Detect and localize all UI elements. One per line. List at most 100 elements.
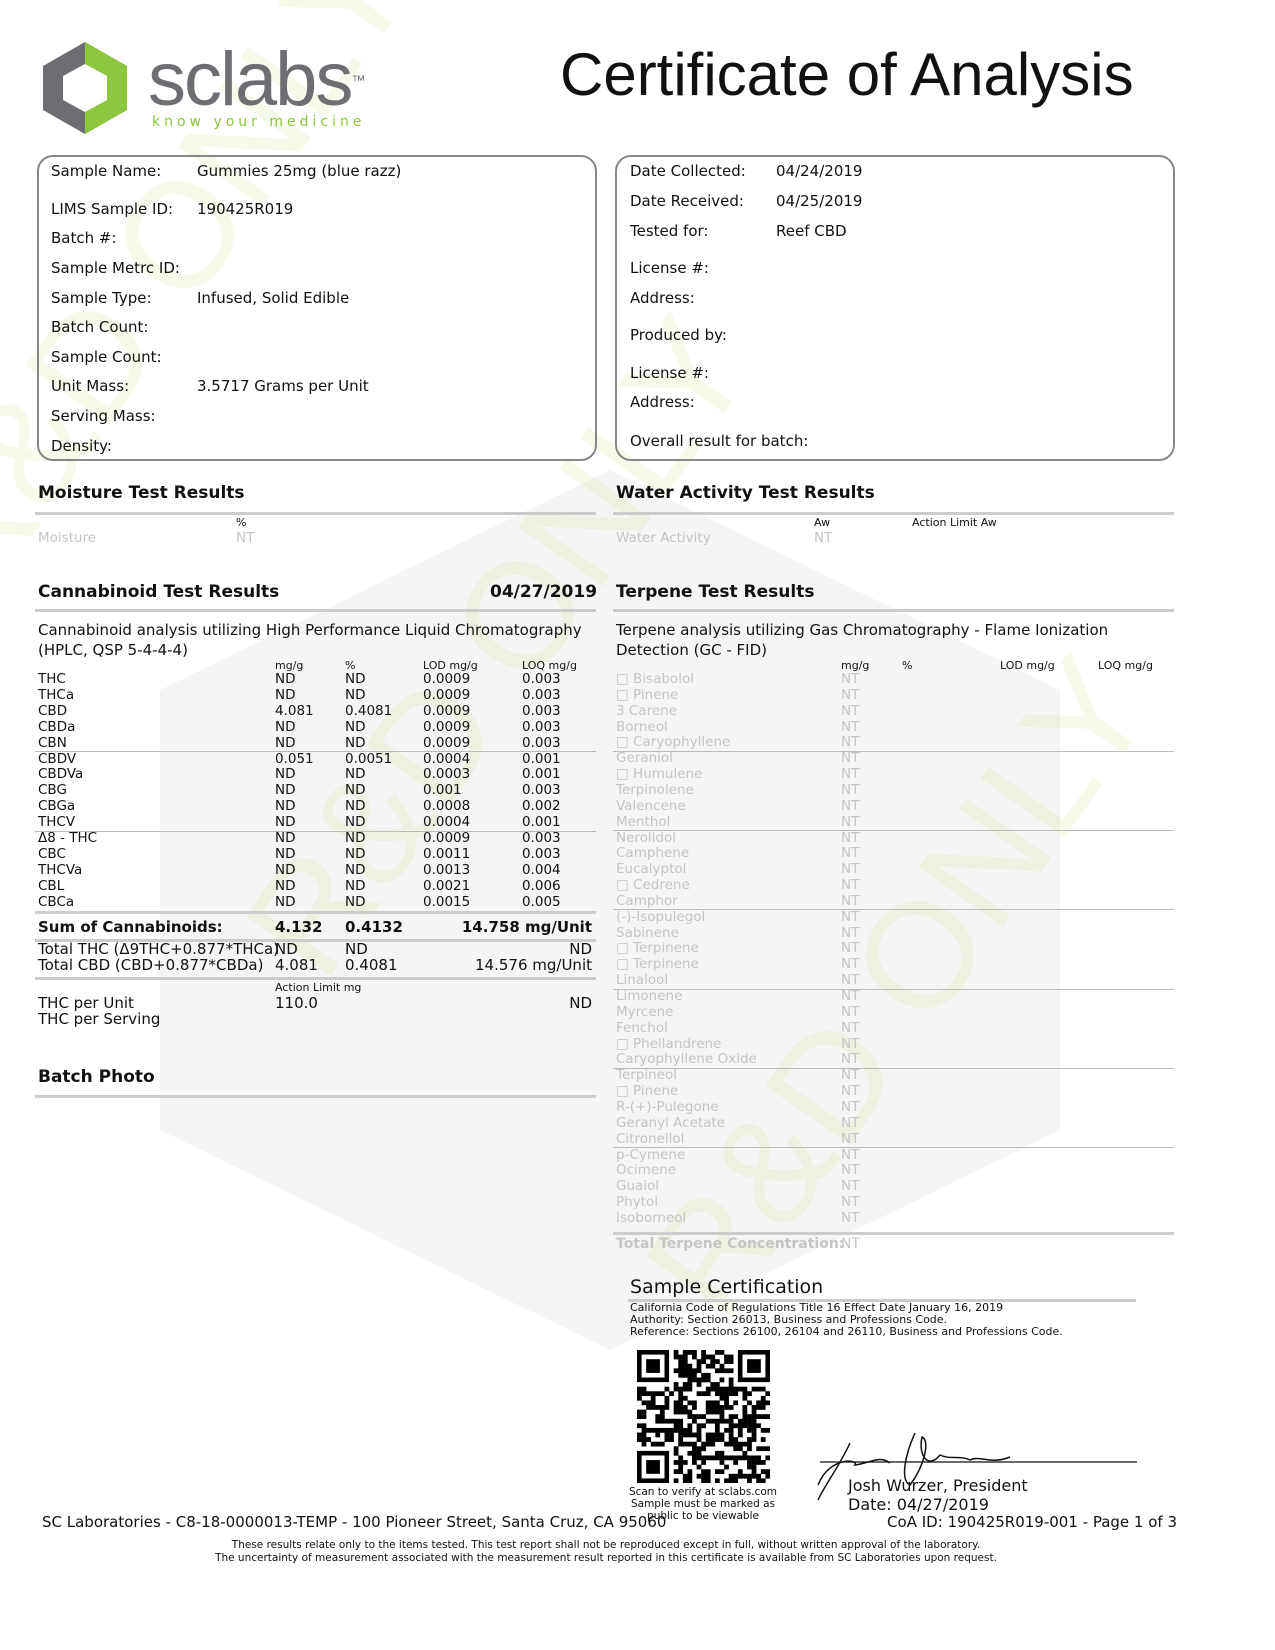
qr-module bbox=[714, 1418, 720, 1424]
qr-module bbox=[719, 1363, 725, 1369]
total-thc-pct: ND bbox=[345, 940, 368, 958]
qr-module bbox=[751, 1455, 757, 1461]
qr-module bbox=[696, 1423, 702, 1429]
qr-module bbox=[737, 1469, 743, 1475]
qr-module bbox=[659, 1391, 665, 1397]
qr-module bbox=[751, 1409, 757, 1415]
cannabinoid-name: THCa bbox=[38, 686, 75, 703]
qr-module bbox=[733, 1460, 739, 1465]
cannabinoid-name: THC bbox=[38, 671, 66, 687]
qr-module bbox=[696, 1427, 702, 1433]
qr-module bbox=[728, 1368, 734, 1374]
qr-caption: Scan to verify at sclabs.com Sample must… bbox=[620, 1486, 786, 1522]
qr-module bbox=[710, 1382, 716, 1387]
qr-module bbox=[760, 1405, 766, 1410]
cannabinoid-value: 0.003 bbox=[522, 734, 561, 751]
qr-module bbox=[714, 1432, 720, 1438]
terpene-name: □ Humulene bbox=[616, 766, 703, 783]
cannabinoid-name: CBDV bbox=[38, 750, 77, 767]
qr-module bbox=[650, 1427, 656, 1433]
total-cbd-pct: 0.4081 bbox=[345, 956, 398, 974]
qr-module bbox=[742, 1414, 748, 1419]
qr-module bbox=[710, 1455, 716, 1461]
terpene-name: Fenchol bbox=[616, 1019, 668, 1036]
terpene-value: NT bbox=[841, 1019, 860, 1036]
qr-module bbox=[728, 1441, 734, 1447]
thc-per-unit-label: THC per Unit bbox=[38, 994, 134, 1012]
cannabinoid-value: ND bbox=[275, 845, 296, 862]
qr-finder bbox=[646, 1460, 660, 1474]
qr-module bbox=[728, 1427, 734, 1433]
qr-module bbox=[701, 1372, 706, 1378]
col-mg-g: mg/g bbox=[841, 659, 870, 672]
cannabinoid-value: ND bbox=[345, 861, 366, 878]
qr-module bbox=[747, 1446, 752, 1452]
qr-module bbox=[714, 1350, 720, 1355]
qr-finder bbox=[747, 1359, 761, 1373]
disclaimer-line: The uncertainty of measurement associate… bbox=[215, 1551, 997, 1564]
qr-module bbox=[728, 1405, 734, 1410]
terpene-name: Valencene bbox=[616, 797, 686, 814]
qr-module bbox=[742, 1405, 748, 1410]
qr-module bbox=[756, 1460, 762, 1465]
cannabinoid-value: ND bbox=[275, 814, 296, 831]
qr-module bbox=[756, 1473, 762, 1479]
qr-module bbox=[641, 1437, 647, 1442]
qr-module bbox=[733, 1414, 739, 1419]
qr-caption-line: public to be viewable bbox=[647, 1510, 759, 1522]
qr-module bbox=[682, 1359, 688, 1364]
qr-module bbox=[733, 1437, 739, 1442]
qr-module bbox=[760, 1469, 766, 1475]
qr-module bbox=[646, 1391, 651, 1397]
qr-module bbox=[705, 1372, 711, 1378]
qr-module bbox=[705, 1418, 711, 1424]
moisture-unit: % bbox=[236, 516, 247, 529]
qr-module bbox=[710, 1363, 716, 1369]
qr-module bbox=[742, 1473, 748, 1479]
qr-module bbox=[682, 1350, 688, 1355]
divider bbox=[613, 512, 1174, 515]
certification-line: Authority: Section 26013, Business and P… bbox=[630, 1313, 948, 1326]
qr-module bbox=[724, 1427, 729, 1433]
qr-module bbox=[719, 1368, 725, 1374]
cannabinoid-title: Cannabinoid Test Results bbox=[38, 582, 280, 602]
qr-module bbox=[664, 1432, 670, 1438]
qr-module bbox=[650, 1395, 656, 1401]
divider bbox=[35, 609, 596, 612]
qr-module bbox=[696, 1377, 702, 1383]
qr-module bbox=[714, 1450, 720, 1456]
qr-module bbox=[678, 1359, 684, 1364]
qr-module bbox=[701, 1478, 706, 1483]
terpene-name: □ Caryophyllene bbox=[616, 734, 731, 751]
terpene-value: NT bbox=[841, 1146, 860, 1163]
row-divider bbox=[613, 750, 1174, 752]
cannabinoid-value: ND bbox=[345, 798, 366, 815]
qr-module bbox=[696, 1359, 702, 1364]
qr-module bbox=[737, 1386, 743, 1392]
qr-module bbox=[710, 1400, 716, 1406]
qr-module bbox=[696, 1382, 702, 1387]
qr-module bbox=[682, 1460, 688, 1465]
qr-module bbox=[714, 1437, 720, 1442]
qr-module bbox=[751, 1427, 757, 1433]
qr-code-icon[interactable] bbox=[637, 1350, 770, 1483]
qr-module bbox=[742, 1395, 748, 1401]
cannabinoid-method-2: (HPLC, QSP 5-4-4-4) bbox=[38, 641, 188, 659]
qr-module bbox=[669, 1391, 674, 1397]
terpene-title: Terpene Test Results bbox=[616, 582, 815, 602]
qr-module bbox=[737, 1418, 743, 1424]
qr-module bbox=[756, 1386, 762, 1392]
cannabinoid-method: Cannabinoid analysis utilizing High Perf… bbox=[38, 621, 582, 639]
qr-module bbox=[692, 1400, 697, 1406]
qr-module bbox=[659, 1405, 665, 1410]
qr-module bbox=[724, 1368, 729, 1374]
cannabinoid-value: 0.001 bbox=[522, 766, 561, 783]
cannabinoid-value: 0.003 bbox=[522, 686, 561, 703]
cannabinoid-value: 0.005 bbox=[522, 893, 561, 910]
cannabinoid-value: 0.4081 bbox=[345, 702, 393, 719]
terpene-value: NT bbox=[841, 892, 860, 909]
qr-module bbox=[719, 1395, 725, 1401]
qr-module bbox=[673, 1478, 679, 1483]
thc-per-unit-value: ND bbox=[569, 994, 592, 1012]
qr-module bbox=[765, 1427, 770, 1433]
